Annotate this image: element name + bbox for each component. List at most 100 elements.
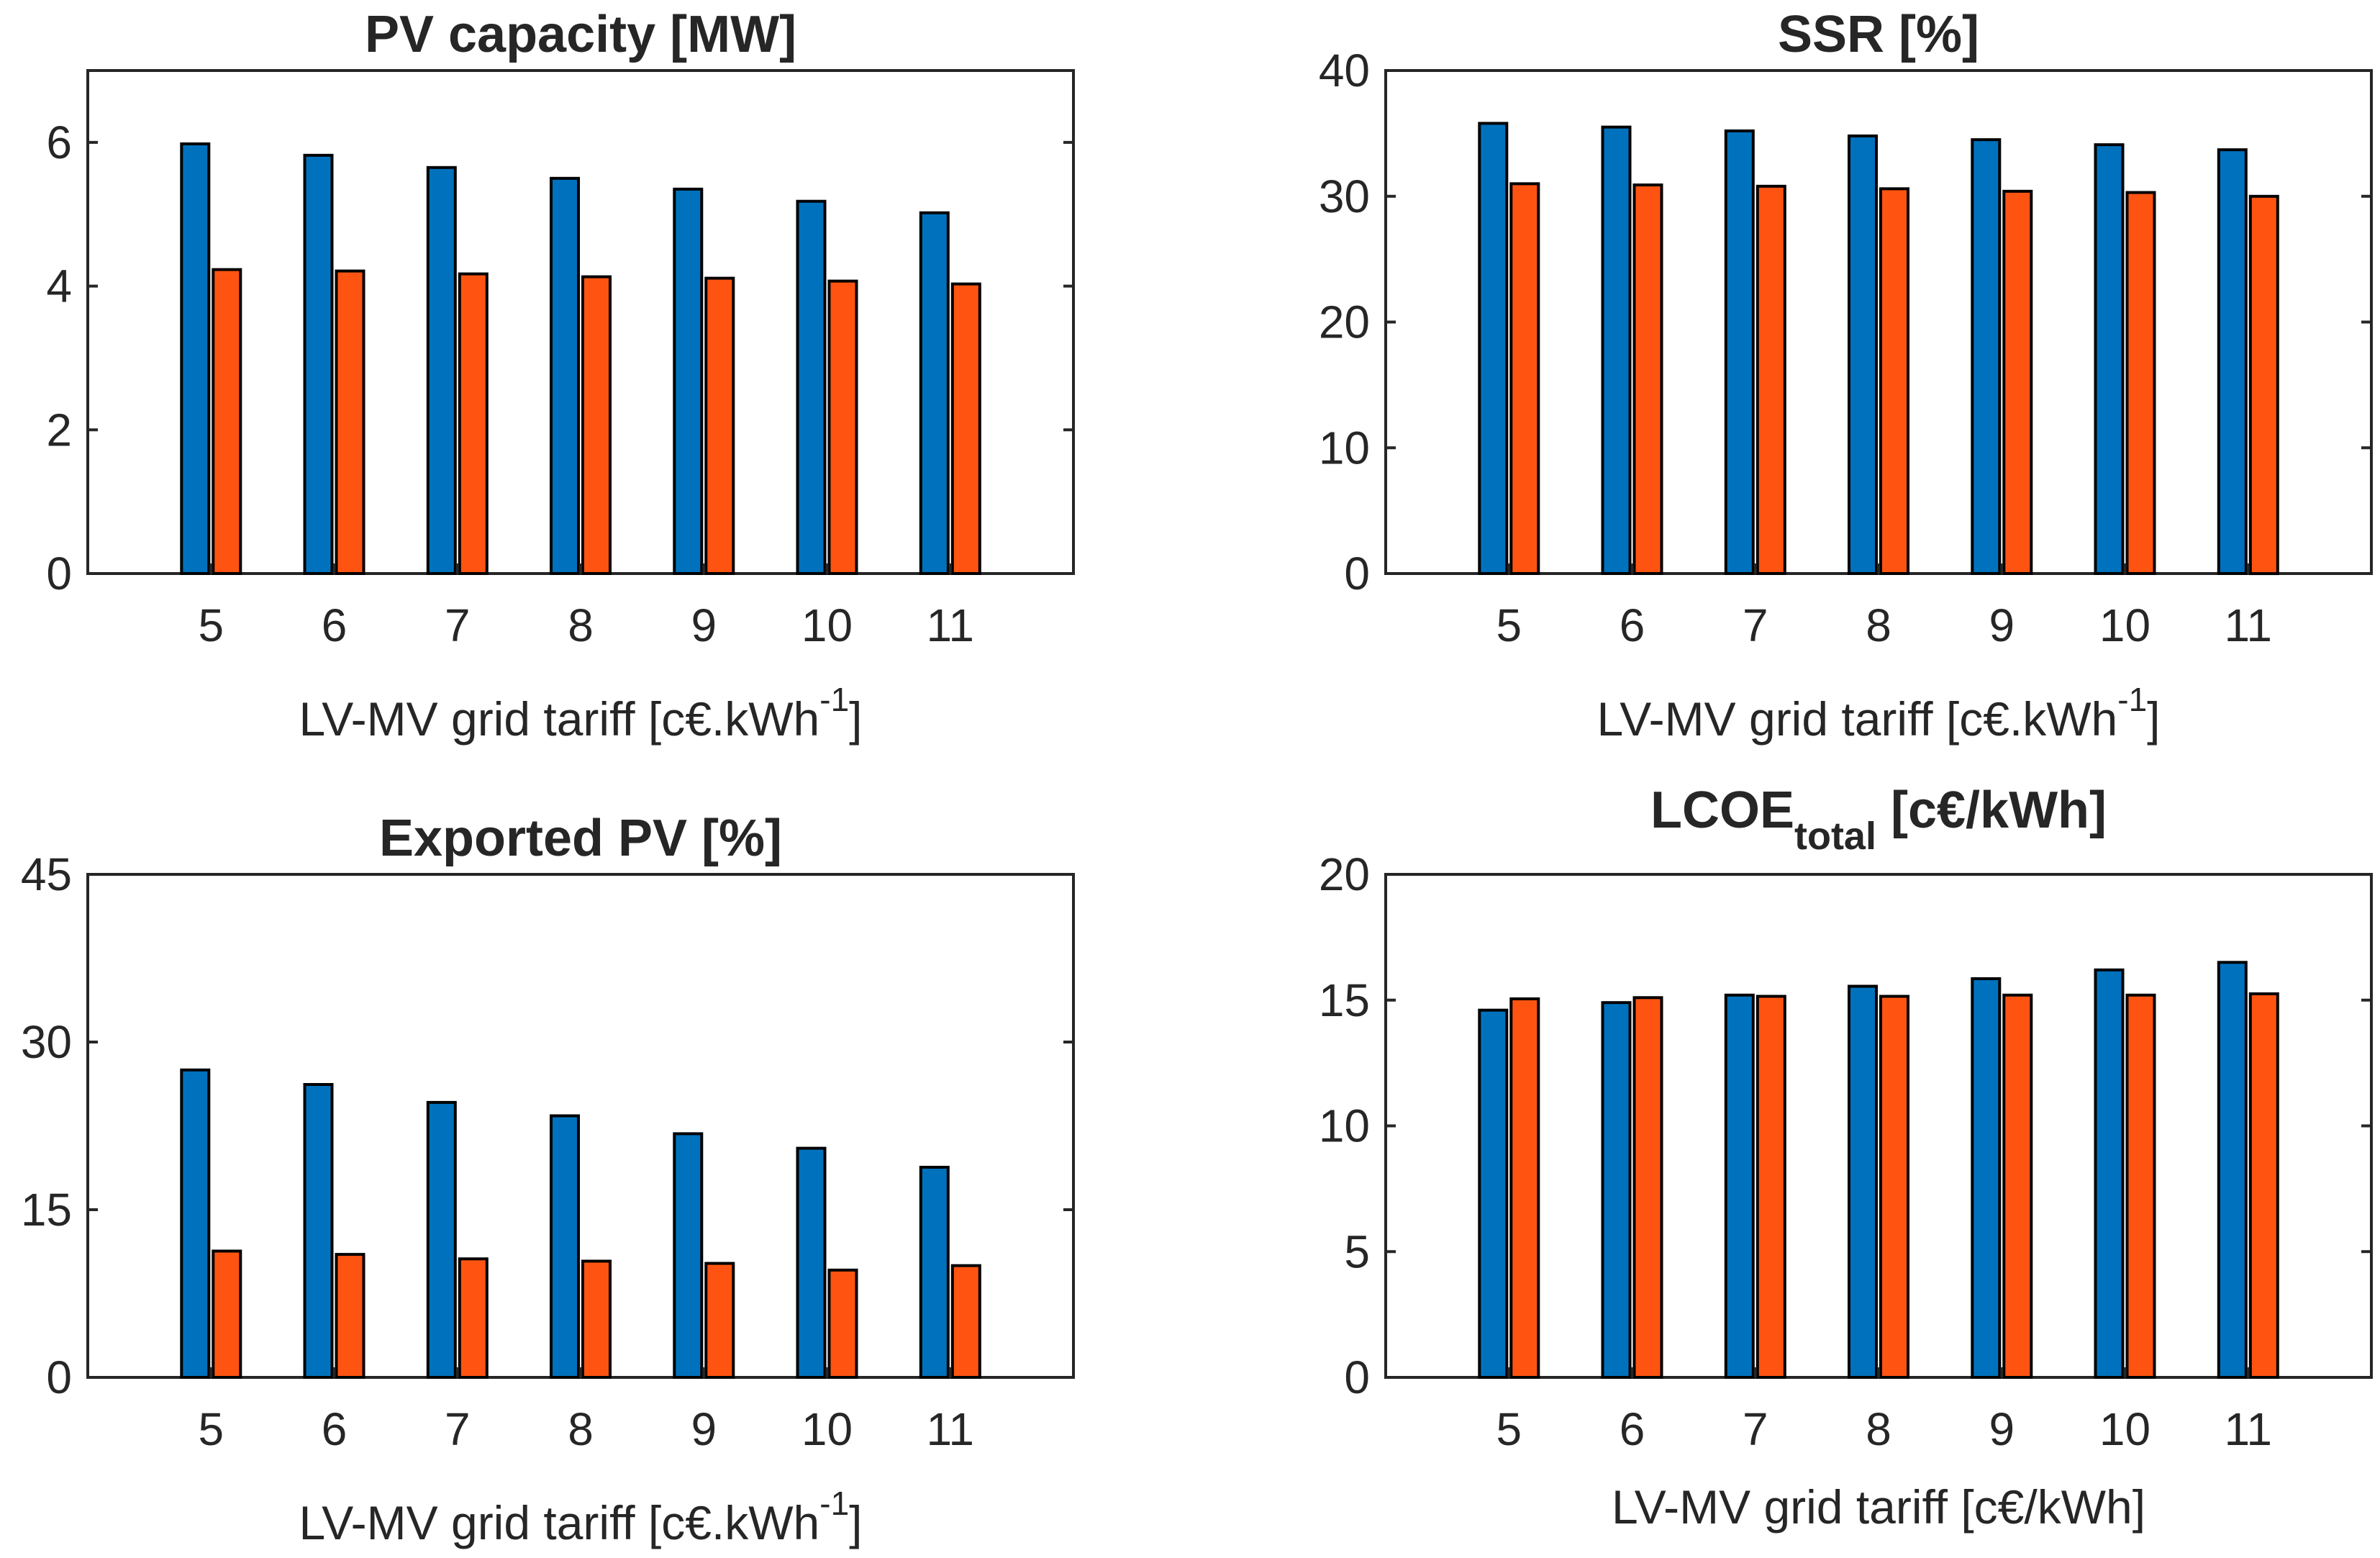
bar-series-2-cat-6	[1632, 184, 1663, 575]
bar-series-2-cat-5	[1509, 182, 1540, 576]
panel-exported-pv: 5 6 7 8 9 10 11 0 15 30 45 Exported PV [%] LV-MV g…	[21, 810, 1075, 1549]
bar-series-2-cat-10	[827, 1268, 858, 1380]
y-tick-label: 0	[46, 548, 72, 599]
x-axis-label-tail: ]	[849, 1496, 862, 1549]
panel-ssr: 5 6 7 8 9 10 11 0 10 20 30 40 SSR [%] LV-MV grid ta…	[1319, 6, 2373, 746]
x-tick-label: 11	[2225, 599, 2272, 651]
y-tick-label: 15	[1319, 974, 1370, 1026]
x-tick-label: 5	[198, 1403, 224, 1455]
x-tick-label: 7	[445, 1403, 471, 1455]
x-tick-label: 11	[927, 599, 974, 651]
bar-series-2-cat-8	[581, 1259, 612, 1379]
bar-series-1-cat-9	[673, 187, 704, 575]
title-tail: [c€/kWh]	[1876, 782, 2107, 839]
bar-series-2-cat-8	[581, 275, 612, 575]
title-subscript: total	[1794, 815, 1876, 858]
bar-series-1-cat-6	[1601, 1001, 1632, 1379]
bar-series-1-cat-6	[303, 1083, 334, 1379]
bar-series-2-cat-10	[2125, 191, 2156, 575]
bar-series-1-cat-9	[1971, 977, 2002, 1379]
chart-title-pv-capacity: PV capacity [MW]	[365, 6, 796, 63]
bar-series-1-cat-8	[550, 1114, 580, 1379]
x-tick-label: 8	[1866, 599, 1891, 651]
chart-title-exported-pv: Exported PV [%]	[379, 810, 782, 867]
y-tick-label: 0	[1344, 1351, 1370, 1403]
x-axis-label-tail: ]	[2147, 692, 2160, 746]
x-axis-label-exported-pv: LV-MV grid tariff [c€.kWh-1]	[299, 1485, 862, 1549]
y-tick-label: 5	[1344, 1226, 1370, 1277]
x-tick-label: 10	[2099, 599, 2150, 651]
y-tick-label: 40	[1319, 45, 1370, 96]
bar-series-2-cat-11	[950, 1264, 981, 1379]
y-tick-label: 4	[46, 261, 72, 312]
chart-title-ssr: SSR [%]	[1778, 6, 1979, 63]
panel-lcoe-total: 5 6 7 8 9 10 11 0 5 10 15 20 LCOEtotal [c€/kWh] LV-…	[1319, 782, 2373, 1534]
bar-series-2-cat-5	[1509, 997, 1540, 1379]
bar-series-1-cat-11	[2217, 961, 2248, 1380]
bar-series-1-cat-7	[1724, 129, 1755, 575]
bar-series-1-cat-5	[1478, 1008, 1509, 1379]
bar-series-2-cat-7	[1756, 995, 1786, 1379]
y-tick-label: 10	[1319, 1100, 1370, 1152]
y-tick-label: 30	[1319, 171, 1370, 222]
x-tick-label: 6	[1620, 1403, 1645, 1455]
x-tick-label: 7	[1743, 599, 1768, 651]
bar-series-1-cat-7	[426, 1100, 457, 1380]
y-tick-label: 30	[21, 1016, 72, 1068]
bar-series-2-cat-9	[2002, 993, 2033, 1380]
x-tick-label: 5	[198, 599, 224, 651]
x-axis-label-lcoe-total: LV-MV grid tariff [c€/kWh]	[1612, 1480, 2145, 1534]
bar-series-1-cat-7	[1724, 993, 1755, 1380]
bar-series-2-cat-10	[827, 279, 858, 575]
bar-series-2-cat-11	[2248, 194, 2279, 576]
x-axis-label-superscript: -1	[819, 681, 849, 718]
bar-series-1-cat-10	[2094, 968, 2125, 1380]
chart-title-lcoe-total: LCOEtotal [c€/kWh]	[1650, 782, 2107, 858]
x-axis-label-ssr: LV-MV grid tariff [c€.kWh-1]	[1596, 681, 2160, 746]
bar-series-2-cat-5	[212, 1249, 242, 1379]
bar-series-2-cat-9	[2002, 189, 2033, 575]
plot-area-lcoe-total	[1384, 873, 2373, 1379]
x-tick-label: 6	[322, 599, 348, 651]
axes-pv-capacity: 5 6 7 8 9 10 11 0 2 4 6	[46, 117, 1073, 651]
y-tick-label: 15	[21, 1184, 72, 1236]
bar-series-2-cat-6	[335, 269, 365, 575]
x-tick-label: 9	[691, 599, 717, 651]
x-tick-label: 5	[1496, 1403, 1522, 1455]
x-tick-label: 11	[2225, 1403, 2272, 1455]
plot-area-exported-pv	[86, 873, 1075, 1379]
bar-series-1-cat-6	[1601, 125, 1632, 576]
bar-series-1-cat-5	[180, 1068, 211, 1380]
x-tick-label: 8	[568, 1403, 594, 1455]
bar-series-1-cat-11	[919, 211, 950, 575]
x-tick-label: 8	[1866, 1403, 1891, 1455]
bars-exported-pv	[180, 1068, 981, 1380]
bar-series-1-cat-8	[1848, 984, 1878, 1379]
y-tick-label: 6	[46, 117, 72, 168]
x-axis-label-main: LV-MV grid tariff [c€.kWh	[299, 692, 819, 746]
bar-series-2-cat-10	[2125, 993, 2156, 1380]
x-tick-label: 10	[801, 599, 853, 651]
bar-series-2-cat-6	[1632, 996, 1663, 1380]
y-tick-label: 2	[46, 404, 72, 456]
bar-series-1-cat-5	[180, 142, 211, 575]
bars-pv-capacity	[180, 142, 981, 576]
x-tick-label: 7	[445, 599, 471, 651]
title-main: LCOE	[1650, 782, 1794, 839]
x-tick-label: 8	[568, 599, 594, 651]
axes-exported-pv: 5 6 7 8 9 10 11 0 15 30 45	[21, 848, 1073, 1455]
x-axis-label-tail: ]	[849, 692, 862, 746]
bar-series-1-cat-9	[673, 1132, 704, 1380]
x-tick-label: 6	[1620, 599, 1645, 651]
bar-series-1-cat-11	[2217, 148, 2248, 576]
x-tick-label: 7	[1743, 1403, 1768, 1455]
x-tick-label: 10	[2099, 1403, 2150, 1455]
x-axis-label-superscript: -1	[819, 1485, 849, 1522]
x-axis-label-main: LV-MV grid tariff [c€.kWh	[1596, 692, 2117, 746]
bar-series-1-cat-10	[796, 199, 827, 575]
bar-series-2-cat-11	[2248, 992, 2279, 1379]
bars-ssr	[1478, 122, 2279, 576]
x-axis-label-superscript: -1	[2117, 681, 2147, 718]
bar-series-2-cat-8	[1879, 187, 1909, 575]
